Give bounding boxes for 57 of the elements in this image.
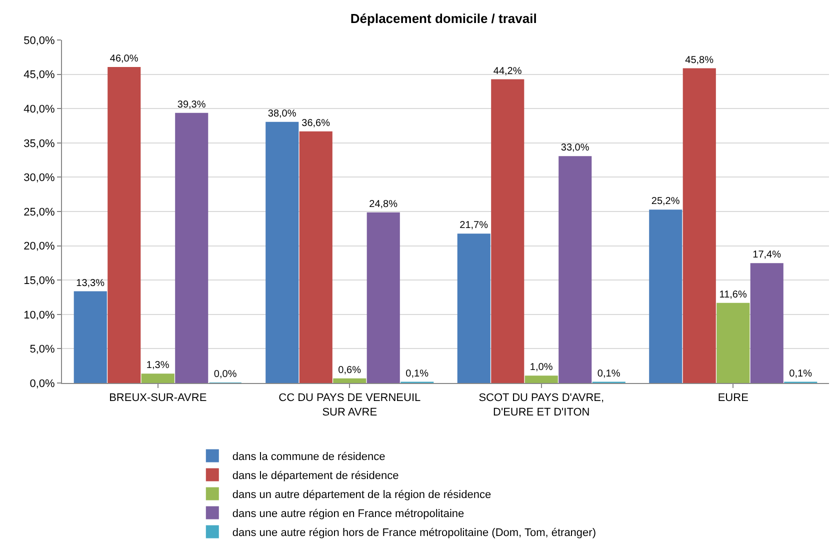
y-tick-label: 25,0%	[24, 206, 56, 218]
data-label: 17,4%	[752, 250, 782, 261]
legend-label: dans un autre département de la région de résidence	[232, 489, 492, 502]
data-label: 11,6%	[719, 289, 747, 300]
y-tick-label: 5,0%	[30, 344, 56, 356]
y-tick-label: 45,0%	[24, 69, 56, 82]
bar	[457, 234, 490, 383]
data-label: 36,6%	[302, 118, 330, 129]
y-tick-label: 40,0%	[24, 103, 56, 116]
bar	[266, 122, 299, 383]
x-tick-label: CC DU PAYS DE VERNEUIL SUR AVRE	[278, 392, 421, 418]
data-label: 24,8%	[369, 198, 398, 210]
bar	[716, 302, 750, 383]
chart-title: Déplacement domicile / travail	[350, 11, 537, 26]
data-label: 44,2%	[493, 66, 522, 77]
data-label: 46,0%	[110, 53, 138, 64]
legend-label: dans le département de résidence	[232, 470, 399, 482]
y-tick-label: 50,0%	[24, 34, 56, 47]
data-label: 33,0%	[560, 142, 590, 154]
bar	[682, 68, 716, 383]
data-label: 0,1%	[406, 368, 429, 380]
y-tick-label: 20,0%	[24, 240, 56, 253]
data-label: 0,1%	[597, 368, 620, 380]
legend-label: dans la commune de résidence	[232, 451, 386, 464]
bar	[649, 210, 682, 383]
data-label: 0,1%	[789, 368, 812, 380]
legend-label: dans une autre région hors de France métropolitaine (Dom, Tom, étranger)	[232, 527, 596, 540]
data-label: 13,3%	[76, 278, 105, 289]
bar	[74, 291, 107, 383]
data-label: 0,0%	[214, 369, 237, 380]
y-tick-label: 35,0%	[24, 138, 56, 150]
legend-label: dans une autre région en France métropolitaine	[232, 508, 464, 520]
y-tick-label: 10,0%	[24, 309, 56, 322]
y-tick-label: 30,0%	[24, 172, 56, 184]
data-label: 45,8%	[685, 54, 714, 66]
data-label: 39,3%	[177, 99, 206, 110]
data-label: 21,7%	[460, 220, 488, 232]
bar	[491, 79, 524, 383]
bar	[366, 212, 400, 383]
bar	[175, 112, 208, 383]
data-label: 1,3%	[146, 360, 170, 372]
data-label: 1,0%	[530, 362, 553, 374]
data-label: 25,2%	[651, 196, 680, 208]
y-tick-label: 0,0%	[30, 378, 56, 390]
x-tick-label: BREUX-SUR-AVRE	[109, 392, 207, 404]
bar	[524, 376, 558, 383]
data-label: 38,0%	[268, 108, 296, 120]
bar	[333, 378, 366, 383]
x-tick-label: SCOT DU PAYS D'AVRE, D'EURE ET D'ITON	[478, 392, 604, 418]
bar	[299, 131, 332, 383]
bar	[558, 156, 592, 383]
bar	[750, 263, 784, 383]
data-label: 0,6%	[338, 364, 362, 376]
bar	[108, 66, 141, 383]
y-tick-label: 15,0%	[24, 274, 56, 287]
bar	[141, 374, 174, 383]
x-tick-label: EURE	[718, 392, 748, 404]
